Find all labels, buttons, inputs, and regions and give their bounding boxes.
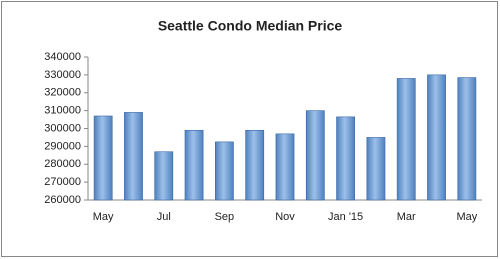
y-tick-label: 330000	[44, 69, 81, 81]
bar	[275, 133, 295, 201]
y-tick-label: 280000	[44, 158, 81, 170]
y-tick-label: 320000	[44, 87, 81, 99]
bar	[336, 116, 356, 201]
x-tick-label: Sep	[215, 211, 235, 223]
y-tick-label: 260000	[44, 194, 81, 206]
x-tick-label: Jan '15	[328, 211, 363, 223]
y-tick-label: 270000	[44, 176, 81, 188]
bar	[93, 115, 113, 201]
x-tick-label: Jul	[157, 211, 171, 223]
bar	[366, 137, 386, 201]
bar	[245, 129, 265, 201]
bar	[305, 110, 325, 201]
bar	[457, 77, 477, 201]
y-tick-label: 300000	[44, 122, 81, 134]
x-tick-label: Nov	[275, 211, 295, 223]
y-tick-label: 290000	[44, 140, 81, 152]
bar	[154, 151, 174, 201]
x-tick-label: May	[93, 211, 114, 223]
chart-title: Seattle Condo Median Price	[158, 18, 343, 34]
x-tick-label: May	[456, 211, 477, 223]
y-tick-label: 340000	[44, 51, 81, 63]
bar	[214, 141, 234, 201]
y-tick-label: 310000	[44, 105, 81, 117]
bar	[184, 129, 204, 201]
bar	[124, 112, 143, 201]
bar	[427, 74, 446, 201]
x-tick-label: Mar	[397, 211, 416, 223]
bar	[396, 78, 416, 201]
